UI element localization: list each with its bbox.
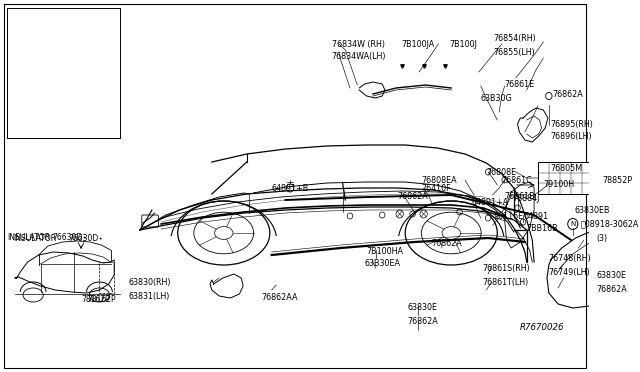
- Ellipse shape: [214, 227, 233, 240]
- Ellipse shape: [421, 212, 481, 254]
- Text: 76862A: 76862A: [431, 240, 461, 248]
- Ellipse shape: [194, 212, 253, 254]
- Text: 7B100J: 7B100J: [449, 39, 477, 48]
- Bar: [8, 8, 120, 138]
- Text: 63830EB: 63830EB: [575, 205, 610, 215]
- Text: 76808E: 76808E: [486, 167, 516, 176]
- Text: 76854(RH): 76854(RH): [493, 33, 536, 42]
- Text: 76895(RH): 76895(RH): [550, 119, 593, 128]
- Text: 76834WA(LH): 76834WA(LH): [332, 51, 386, 61]
- Text: 63831(LH): 63831(LH): [129, 292, 170, 301]
- Text: 63830(RH): 63830(RH): [129, 278, 172, 286]
- Text: 63B30G: 63B30G: [481, 93, 513, 103]
- Text: 64891+A: 64891+A: [472, 198, 509, 206]
- Text: 76861S(RH): 76861S(RH): [483, 263, 531, 273]
- Text: 76630D⋆: 76630D⋆: [52, 232, 88, 241]
- Text: 64891+B: 64891+B: [271, 183, 309, 192]
- Text: 78162P: 78162P: [81, 295, 109, 305]
- Text: 76862AA: 76862AA: [262, 294, 298, 302]
- Text: R7670026: R7670026: [520, 324, 564, 333]
- Text: 76805M: 76805M: [550, 164, 583, 173]
- Text: 76896(LH): 76896(LH): [550, 131, 593, 141]
- Ellipse shape: [178, 201, 270, 265]
- Text: 7B100JA: 7B100JA: [401, 39, 435, 48]
- Text: 76862A: 76862A: [398, 192, 429, 201]
- Text: 63B30EA: 63B30EA: [365, 260, 401, 269]
- Text: 76862A: 76862A: [407, 317, 438, 327]
- Text: 76630D⋆: 76630D⋆: [68, 234, 103, 243]
- Text: 76861E: 76861E: [505, 80, 535, 89]
- Ellipse shape: [442, 227, 460, 240]
- Text: N: N: [570, 221, 575, 227]
- Text: 76861C: 76861C: [501, 176, 532, 185]
- Text: 79100H: 79100H: [543, 180, 575, 189]
- Bar: [603, 150, 640, 192]
- Text: 76808EA: 76808EA: [422, 176, 458, 185]
- Bar: [538, 162, 593, 194]
- Text: 64891: 64891: [523, 212, 548, 221]
- Text: 96116E: 96116E: [493, 212, 524, 221]
- Text: 76862A: 76862A: [596, 285, 627, 295]
- Text: 76861T(LH): 76861T(LH): [483, 278, 529, 286]
- Text: 63830E: 63830E: [407, 304, 437, 312]
- Text: (3): (3): [596, 234, 608, 243]
- Text: INSULATOR: INSULATOR: [13, 234, 56, 243]
- Text: 76834W (RH): 76834W (RH): [332, 39, 385, 48]
- Text: 76861B: 76861B: [505, 192, 535, 201]
- Text: INSULATOR: INSULATOR: [8, 232, 51, 241]
- Text: 76855(LH): 76855(LH): [493, 48, 535, 57]
- Text: 63830E: 63830E: [596, 272, 627, 280]
- Text: 78162P: 78162P: [88, 295, 116, 305]
- Text: 78852P: 78852P: [602, 176, 632, 185]
- Text: 7B100HA: 7B100HA: [367, 247, 403, 257]
- Ellipse shape: [23, 288, 44, 302]
- Text: 76749(LH): 76749(LH): [549, 267, 591, 276]
- Text: 78884J: 78884J: [512, 193, 540, 202]
- Text: ⓝ08918-3062A: ⓝ08918-3062A: [580, 219, 639, 228]
- Text: 76862A: 76862A: [552, 90, 583, 99]
- Ellipse shape: [90, 288, 109, 302]
- Text: 7BB16B: 7BB16B: [527, 224, 558, 232]
- FancyBboxPatch shape: [142, 215, 158, 227]
- Ellipse shape: [405, 201, 497, 265]
- Text: 76748(RH): 76748(RH): [549, 253, 591, 263]
- Text: 76410F: 76410F: [422, 183, 451, 192]
